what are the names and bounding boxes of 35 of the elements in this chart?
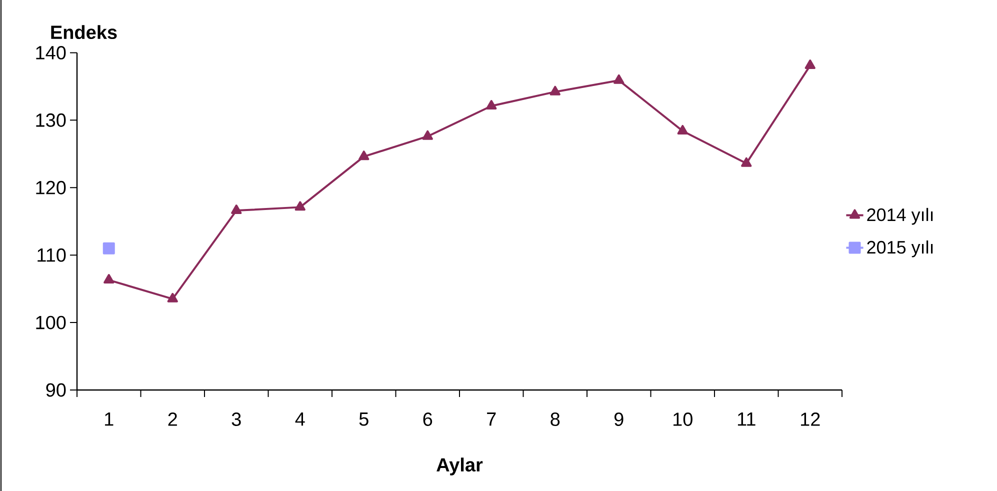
x-tick-label: 10	[674, 412, 692, 426]
point	[677, 124, 688, 134]
y-tick-label: 110	[38, 248, 66, 262]
x-tick-label: 12	[801, 412, 820, 426]
y-axis-title: Endeks	[51, 25, 117, 40]
y-tick-label: 120	[36, 180, 66, 194]
x-tick-label: 4	[295, 412, 305, 426]
y-tick-label: 100	[36, 316, 66, 330]
x-tick-label: 1	[105, 412, 114, 426]
point	[804, 60, 816, 70]
x-tick-label: 6	[423, 412, 432, 426]
point	[614, 74, 624, 84]
legend-label: 2014 yılı	[867, 208, 933, 225]
x-tick-label: 3	[232, 412, 241, 426]
point	[741, 157, 752, 167]
x-axis-title: Aylar	[436, 458, 483, 476]
point	[167, 292, 178, 302]
point	[358, 150, 370, 160]
x-tick-label: 5	[359, 412, 368, 426]
y-tick-label: 140	[36, 46, 66, 60]
y-tick-label: 130	[36, 113, 66, 127]
point	[486, 100, 497, 110]
point	[231, 204, 242, 214]
x-tick-label: 8	[550, 412, 560, 426]
point	[104, 274, 114, 284]
point	[294, 201, 306, 211]
x-tick-label: 11	[738, 412, 756, 426]
x-tick-label: 7	[487, 412, 496, 426]
point	[550, 86, 560, 96]
point	[422, 130, 433, 140]
y-tick-label: 90	[46, 383, 66, 397]
legend-label: 2015 yılı	[867, 240, 933, 258]
x-tick-label: 9	[614, 412, 624, 426]
point	[102, 242, 115, 254]
x-tick-label: 2	[168, 412, 177, 426]
